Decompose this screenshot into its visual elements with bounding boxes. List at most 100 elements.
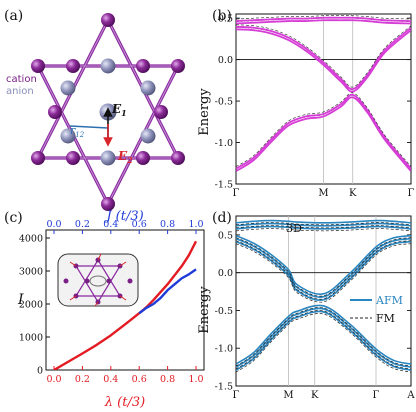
panel-d-axes: Γ M K Γ A -1.5 -1.0 -0.5 0.0 0.5 <box>215 215 415 401</box>
anions <box>60 58 156 166</box>
x-tick-label: K <box>349 188 357 199</box>
x-tick-label: A <box>406 390 415 401</box>
anion-atom <box>60 80 76 96</box>
x-tick-label-bottom: 0.0 <box>46 374 61 385</box>
band-line <box>236 240 411 301</box>
x-tick-label-bottom: 1.0 <box>188 374 203 385</box>
panel-b-axes: Γ M K Γ-1.5-1.0-0.50.00.5 <box>215 13 415 199</box>
cation-atom <box>66 59 80 73</box>
y-tick-label: -1.5 <box>215 382 233 393</box>
band-line <box>236 28 411 93</box>
y-tick-label: -1.0 <box>215 138 233 149</box>
cation-atom <box>66 151 80 165</box>
x-tick-label: Γ <box>408 188 415 199</box>
panel-d: (d) Energy Γ M K Γ A -1.5 -1.0 -0.5 0.0 0.5 3D AF… <box>197 210 415 401</box>
band-line <box>236 19 411 25</box>
series-lines <box>53 240 198 370</box>
x-tick-label-bottom: 0.6 <box>132 374 147 385</box>
x-tick-label: Γ <box>373 390 380 401</box>
anion-atom <box>100 150 116 166</box>
vectors: E1 E2 r12 <box>69 102 133 165</box>
inset <box>57 253 139 307</box>
e2-label: E2 <box>117 149 133 165</box>
y-tick-label: 0.0 <box>218 55 233 66</box>
x-tick-label-top: 0.4 <box>103 219 118 230</box>
band-line <box>236 219 411 224</box>
x-tick-label-top: 0.0 <box>46 219 61 230</box>
panel-c-xlabel-bottom: λ (t/3) <box>104 395 145 410</box>
anion-atom <box>140 80 156 96</box>
anion-atom <box>100 58 116 74</box>
y-tick-label: -1.5 <box>215 180 233 191</box>
x-tick-label: Γ <box>233 390 240 401</box>
band-line-fm <box>236 225 411 229</box>
cation-atom <box>101 197 115 211</box>
panel-d-annotation: 3D <box>286 222 302 235</box>
panel-a: (a) <box>4 8 185 211</box>
band-line <box>236 237 411 298</box>
panel-b: (b) Energy Γ M K Γ-1.5-1.0-0.50.00.5 <box>197 8 415 199</box>
inset-orbit <box>89 275 107 287</box>
legend-cation: cation <box>6 74 37 85</box>
legend-afm-label: AFM <box>375 294 403 307</box>
panel-c-label: (c) <box>4 210 23 226</box>
cation-atom <box>101 13 115 27</box>
x-tick-label-top: 0.2 <box>75 219 90 230</box>
inset-lattice <box>74 258 122 304</box>
cation-atom <box>171 59 185 73</box>
series-line-top <box>138 268 197 315</box>
plot-frame <box>45 229 205 371</box>
y-tick-label: -0.5 <box>215 306 233 317</box>
band-line-fm <box>236 240 411 300</box>
band-line-fm <box>236 222 411 226</box>
anion-atom <box>60 128 76 144</box>
band-line-dashed <box>236 92 411 167</box>
panel-a-label: (a) <box>4 8 23 24</box>
panel-c: (c) I J (t/3) λ (t/3) 010002000300040000… <box>4 209 205 410</box>
y-tick-label: -1.0 <box>215 344 233 355</box>
x-tick-label-top: 0.6 <box>132 219 147 230</box>
band-line-fm <box>236 243 411 303</box>
panel-b-label: (b) <box>212 8 232 24</box>
band-line <box>236 225 411 230</box>
cation-atom <box>31 59 45 73</box>
band-line <box>236 25 411 90</box>
panel-b-ylabel: Energy <box>197 88 212 136</box>
anion-atom <box>140 128 156 144</box>
band-line <box>236 307 411 368</box>
y-tick-label: 4000 <box>19 234 43 245</box>
y-tick-label: 0.5 <box>218 230 233 241</box>
x-tick-label: K <box>311 390 319 401</box>
cation-atom <box>136 151 150 165</box>
band-line-dashed <box>236 15 411 20</box>
x-tick-label-bottom: 0.8 <box>160 374 175 385</box>
band-line <box>236 310 411 371</box>
legend-fm-label: FM <box>376 312 395 325</box>
x-tick-label-top: 1.0 <box>188 219 203 230</box>
panel-c-xlabel-top: J (t/3) <box>103 209 143 224</box>
band-line-fm <box>236 237 411 297</box>
cation-atom <box>31 151 45 165</box>
y-tick-label: 0 <box>37 366 43 377</box>
band-lines <box>236 219 411 373</box>
y-tick-label: 3000 <box>19 267 43 278</box>
band-line <box>236 93 411 170</box>
y-tick-label: 0.5 <box>218 14 233 25</box>
x-tick-label-top: 0.8 <box>160 219 175 230</box>
band-line-dashed <box>236 24 411 88</box>
x-tick-label: M <box>318 188 328 199</box>
y-tick-label: 1000 <box>19 333 43 344</box>
panel-d-ylabel: Energy <box>197 286 212 334</box>
cations <box>31 13 185 211</box>
band-lines <box>236 15 411 172</box>
plot-frame <box>235 215 412 387</box>
x-tick-label-bottom: 0.4 <box>103 374 118 385</box>
cation-atom <box>136 59 150 73</box>
cation-atom <box>171 151 185 165</box>
x-tick-label: Γ <box>233 188 240 199</box>
band-line <box>236 234 411 295</box>
legend-anion: anion <box>6 86 34 97</box>
band-line-fm <box>236 228 411 232</box>
band-line <box>236 16 411 22</box>
